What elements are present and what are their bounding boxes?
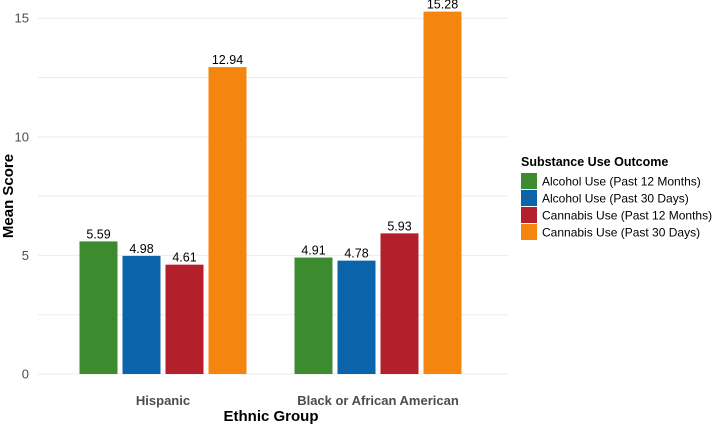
legend-label: Cannabis Use (Past 12 Months): [542, 209, 712, 223]
bar: [208, 67, 247, 374]
y-axis-ticks: 0 5 10 15: [15, 11, 29, 382]
y-tick-label: 5: [22, 248, 29, 263]
legend-item: Alcohol Use (Past 12 Months): [521, 173, 701, 189]
data-label: 4.78: [344, 247, 368, 261]
bar: [165, 264, 204, 374]
legend-label: Alcohol Use (Past 12 Months): [542, 175, 701, 189]
bars: [79, 11, 462, 374]
legend-item: Alcohol Use (Past 30 Days): [521, 190, 689, 206]
bar: [380, 233, 419, 374]
legend-swatch: [521, 173, 537, 189]
legend-label: Cannabis Use (Past 30 Days): [542, 226, 700, 240]
legend-item: Cannabis Use (Past 30 Days): [521, 224, 700, 240]
bar: [79, 241, 118, 374]
y-axis-title: Mean Score: [0, 154, 17, 238]
y-tick-label: 0: [22, 367, 29, 382]
y-tick-label: 10: [15, 129, 29, 144]
y-tick-label: 15: [15, 11, 29, 26]
data-label: 4.61: [172, 251, 196, 265]
data-label: 5.93: [387, 219, 411, 233]
x-tick-label: Hispanic: [136, 393, 190, 408]
bar: [337, 260, 376, 374]
data-label: 15.28: [427, 0, 458, 12]
data-label: 12.94: [212, 53, 243, 67]
data-label: 5.59: [86, 227, 110, 241]
legend-swatch: [521, 207, 537, 223]
bar: [294, 257, 333, 374]
x-axis-ticks: Hispanic Black or African American: [136, 393, 459, 408]
legend-swatch: [521, 190, 537, 206]
data-label: 4.98: [129, 242, 153, 256]
bar: [122, 255, 161, 374]
legend-item: Cannabis Use (Past 12 Months): [521, 207, 712, 223]
legend: Substance Use Outcome Alcohol Use (Past …: [521, 155, 712, 240]
data-label: 4.91: [301, 244, 325, 258]
bar: [423, 11, 462, 374]
x-tick-label: Black or African American: [297, 393, 459, 408]
legend-title: Substance Use Outcome: [521, 155, 668, 169]
legend-swatch: [521, 224, 537, 240]
legend-label: Alcohol Use (Past 30 Days): [542, 192, 689, 206]
data-labels: 5.59 4.98 4.61 12.94 4.91 4.78 5.93 15.28: [86, 0, 458, 265]
x-axis-title: Ethnic Group: [224, 408, 319, 425]
